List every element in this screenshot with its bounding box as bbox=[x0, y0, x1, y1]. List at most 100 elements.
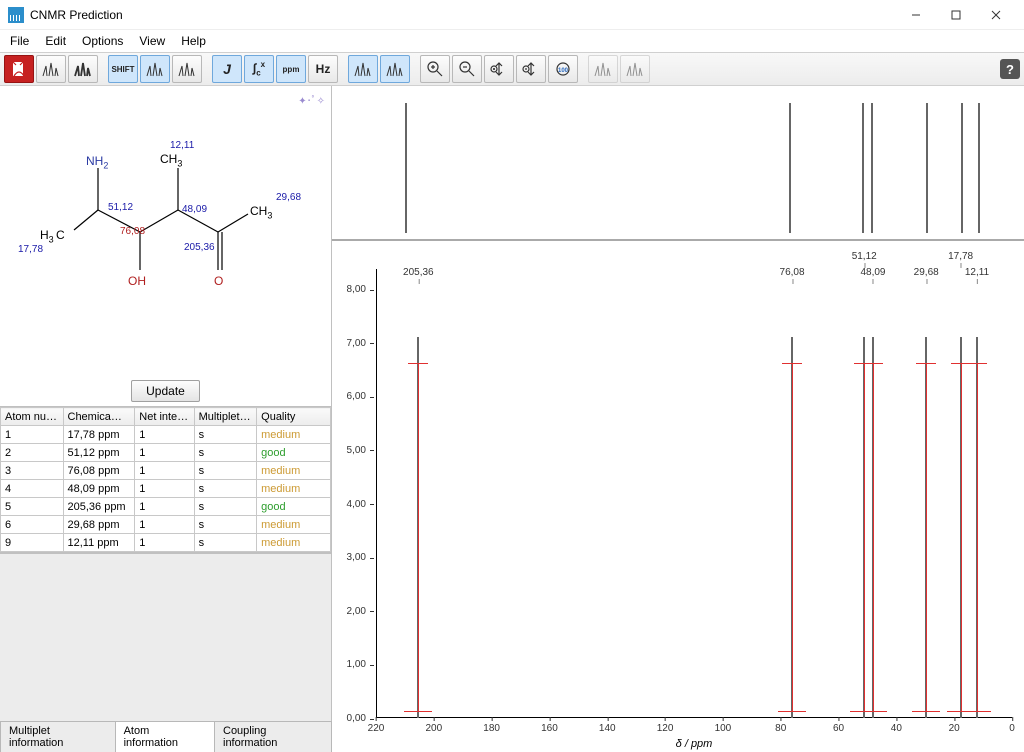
x-tick: 140 bbox=[599, 723, 616, 734]
close-button[interactable] bbox=[976, 1, 1016, 29]
col-header[interactable]: Chemica… bbox=[63, 408, 135, 426]
zoom100-icon[interactable]: 100 bbox=[548, 55, 578, 83]
spectrum1-icon[interactable] bbox=[36, 55, 66, 83]
col-header[interactable]: Net inte… bbox=[135, 408, 194, 426]
spectrum-plot[interactable]: 0,001,002,003,004,005,006,007,008,000204… bbox=[332, 241, 1024, 752]
table-row[interactable]: 5205,36 ppm1sgood bbox=[1, 498, 331, 516]
red-peak-line bbox=[418, 364, 419, 711]
red-peak-line bbox=[873, 364, 874, 711]
up1-icon[interactable] bbox=[588, 55, 618, 83]
table-empty-area bbox=[0, 553, 331, 728]
overview-peak bbox=[978, 103, 980, 233]
shift-label: 17,78 bbox=[18, 244, 43, 255]
col-header[interactable]: Atom nu… bbox=[1, 408, 64, 426]
menubar: FileEditOptionsViewHelp bbox=[0, 30, 1024, 52]
red-top-mark bbox=[782, 363, 802, 364]
overview-peak bbox=[871, 103, 873, 233]
atom-label: C bbox=[56, 228, 65, 242]
y-tick: 6,00 bbox=[332, 391, 370, 402]
window-controls bbox=[896, 1, 1016, 29]
red-base-mark bbox=[778, 711, 806, 712]
peak-label: 205,36 bbox=[403, 267, 434, 278]
red-peak-line bbox=[864, 364, 865, 711]
x-tick: 160 bbox=[541, 723, 558, 734]
titlebar: CNMR Prediction bbox=[0, 0, 1024, 30]
shift-label: 48,09 bbox=[182, 204, 207, 215]
tab-multiplet-information[interactable]: Multiplet information bbox=[0, 721, 116, 752]
help-icon[interactable]: ? bbox=[1000, 59, 1020, 79]
shift-label: 51,12 bbox=[108, 202, 133, 213]
red-top-mark bbox=[863, 363, 883, 364]
bottom-tabs: Multiplet informationAtom informationCou… bbox=[0, 728, 331, 752]
atom-label: CH3 bbox=[160, 152, 182, 168]
minimize-button[interactable] bbox=[896, 1, 936, 29]
atom-label: NH2 bbox=[86, 154, 108, 170]
peaks1-icon[interactable] bbox=[140, 55, 170, 83]
shift-icon[interactable]: SHIFT bbox=[108, 55, 138, 83]
overview-peak bbox=[789, 103, 791, 233]
peak-label: 29,68 bbox=[914, 267, 939, 278]
app-icon bbox=[8, 7, 24, 23]
align2-icon[interactable] bbox=[380, 55, 410, 83]
y-tick: 5,00 bbox=[332, 445, 370, 456]
peak-label: 51,12 bbox=[852, 251, 877, 262]
overview-peak bbox=[961, 103, 963, 233]
atom-label: CH3 bbox=[250, 204, 272, 220]
hz-icon[interactable]: Hz bbox=[308, 55, 338, 83]
spectrum-overview[interactable] bbox=[332, 86, 1024, 241]
y-tick: 8,00 bbox=[332, 284, 370, 295]
overview-peak bbox=[862, 103, 864, 233]
table-row[interactable]: 448,09 ppm1smedium bbox=[1, 480, 331, 498]
table-row[interactable]: 251,12 ppm1sgood bbox=[1, 444, 331, 462]
y-tick: 2,00 bbox=[332, 606, 370, 617]
ppm-icon[interactable]: ppm bbox=[276, 55, 306, 83]
x-tick: 40 bbox=[891, 723, 902, 734]
up2-icon[interactable] bbox=[620, 55, 650, 83]
menu-help[interactable]: Help bbox=[175, 32, 212, 50]
table-row[interactable]: 117,78 ppm1smedium bbox=[1, 426, 331, 444]
pdf-icon[interactable] bbox=[4, 55, 34, 83]
atom-label: O bbox=[214, 274, 223, 288]
red-base-mark bbox=[912, 711, 940, 712]
col-header[interactable]: Quality bbox=[257, 408, 331, 426]
red-peak-line bbox=[926, 364, 927, 711]
vexpand-icon[interactable] bbox=[484, 55, 514, 83]
svg-text:100: 100 bbox=[558, 68, 569, 74]
col-header[interactable]: Multiplet… bbox=[194, 408, 257, 426]
structure-panel: ✦･ﾟ✧ NH2CH3H3CCH3OHO12,1151,1248,0929,68… bbox=[0, 86, 331, 376]
zoomout-icon[interactable] bbox=[452, 55, 482, 83]
vshrink-icon[interactable] bbox=[516, 55, 546, 83]
zoomin-icon[interactable] bbox=[420, 55, 450, 83]
maximize-button[interactable] bbox=[936, 1, 976, 29]
red-peak-line bbox=[977, 364, 978, 711]
menu-view[interactable]: View bbox=[133, 32, 171, 50]
menu-edit[interactable]: Edit bbox=[39, 32, 72, 50]
spectrum2-icon[interactable] bbox=[68, 55, 98, 83]
menu-options[interactable]: Options bbox=[76, 32, 129, 50]
integral-icon[interactable]: ∫cx bbox=[244, 55, 274, 83]
y-tick: 3,00 bbox=[332, 552, 370, 563]
y-tick: 0,00 bbox=[332, 713, 370, 724]
tab-atom-information[interactable]: Atom information bbox=[115, 721, 215, 752]
peaks2-icon[interactable] bbox=[172, 55, 202, 83]
x-tick: 220 bbox=[368, 723, 385, 734]
table-row[interactable]: 912,11 ppm1smedium bbox=[1, 534, 331, 552]
table-row[interactable]: 376,08 ppm1smedium bbox=[1, 462, 331, 480]
x-tick: 180 bbox=[483, 723, 500, 734]
x-axis-label: δ / ppm bbox=[676, 738, 713, 750]
red-top-mark bbox=[408, 363, 428, 364]
x-tick: 60 bbox=[833, 723, 844, 734]
tab-coupling-information[interactable]: Coupling information bbox=[214, 721, 332, 752]
menu-file[interactable]: File bbox=[4, 32, 35, 50]
table-row[interactable]: 629,68 ppm1smedium bbox=[1, 516, 331, 534]
coupling-icon[interactable]: J bbox=[212, 55, 242, 83]
shift-label: 205,36 bbox=[184, 242, 215, 253]
red-top-mark bbox=[916, 363, 936, 364]
red-base-mark bbox=[963, 711, 991, 712]
y-tick: 1,00 bbox=[332, 659, 370, 670]
x-tick: 0 bbox=[1009, 723, 1015, 734]
red-peak-line bbox=[792, 364, 793, 711]
x-tick: 120 bbox=[657, 723, 674, 734]
align1-icon[interactable] bbox=[348, 55, 378, 83]
update-button[interactable]: Update bbox=[131, 380, 200, 402]
